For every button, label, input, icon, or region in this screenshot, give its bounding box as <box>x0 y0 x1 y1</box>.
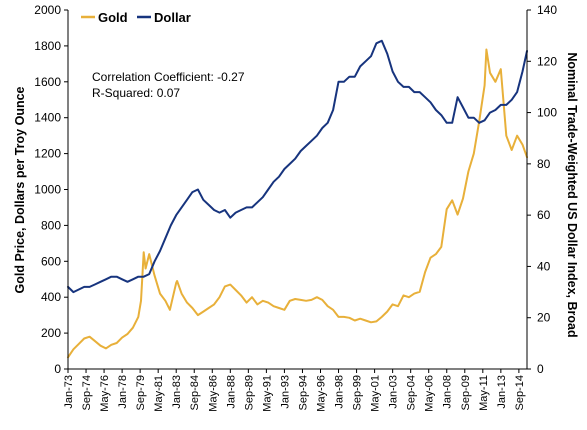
x-tick-label: Sep-74 <box>81 375 93 410</box>
gold-series-line <box>67 48 528 359</box>
left-tick-label: 400 <box>41 290 61 304</box>
right-tick-label: 120 <box>537 54 557 68</box>
left-tick-label: 800 <box>41 218 61 232</box>
x-tick-label: Sep-94 <box>297 375 309 410</box>
legend-gold-label: Gold <box>98 10 128 25</box>
x-tick-label: May-86 <box>207 375 219 412</box>
legend-dollar-label: Dollar <box>154 10 191 25</box>
right-axis-label: Nominal Trade-Weighted US Dollar Index, … <box>565 52 579 337</box>
left-tick-label: 1000 <box>34 183 61 197</box>
x-tick-label: Sep-99 <box>352 375 364 410</box>
x-tick-label: Jan-73 <box>63 375 75 409</box>
x-tick-label: May-81 <box>153 375 165 412</box>
x-tick-label: May-96 <box>315 375 327 412</box>
x-tick-label: Jan-88 <box>225 375 237 409</box>
x-tick-label: May-76 <box>99 375 111 412</box>
left-tick-label: 1800 <box>34 39 61 53</box>
x-tick-label: Jan-93 <box>279 375 291 409</box>
right-tick-label: 60 <box>537 208 551 222</box>
x-tick-label: Jan-03 <box>388 375 400 409</box>
x-tick-label: Sep-89 <box>243 375 255 410</box>
x-tick-label: Jan-13 <box>496 375 508 409</box>
series-layer <box>67 39 528 359</box>
legend: Gold Dollar <box>81 10 191 25</box>
left-tick-label: 200 <box>41 326 61 340</box>
x-tick-label: May-11 <box>478 375 490 411</box>
left-axis-ticks: 0 200 400 600 800 1000 1200 1400 1600 1800 2000 <box>34 3 68 376</box>
right-tick-label: 100 <box>537 106 557 120</box>
x-tick-label: Sep-09 <box>460 375 472 410</box>
left-tick-label: 1200 <box>34 147 61 161</box>
x-tick-label: Jan-98 <box>334 375 346 409</box>
x-tick-label: Sep-14 <box>514 375 526 410</box>
x-tick-label: Sep-04 <box>406 375 418 410</box>
x-tick-label: Jan-83 <box>171 375 183 409</box>
right-tick-label: 140 <box>537 3 557 17</box>
right-tick-label: 80 <box>537 157 551 171</box>
left-tick-label: 2000 <box>34 3 61 17</box>
left-axis-label: Gold Price, Dollars per Troy Ounce <box>13 86 27 293</box>
dollar-series-line <box>67 39 528 294</box>
left-tick-label: 1600 <box>34 75 61 89</box>
x-axis-ticks: Jan-73 Sep-74 May-76 Jan-78 Sep-79 May-81 Jan-… <box>63 369 526 412</box>
right-axis-ticks: 0 20 40 60 80 100 120 140 <box>527 3 557 376</box>
right-tick-label: 40 <box>537 259 551 273</box>
correlation-text: Correlation Coefficient: -0.27 <box>92 70 245 84</box>
right-tick-label: 20 <box>537 311 551 325</box>
right-tick-label: 0 <box>537 362 544 376</box>
r-squared-text: R-Squared: 0.07 <box>92 86 180 100</box>
x-tick-label: May-01 <box>370 375 382 412</box>
x-tick-label: May-06 <box>424 375 436 412</box>
x-tick-label: Sep-79 <box>135 375 147 410</box>
x-tick-label: Jan-08 <box>442 375 454 409</box>
x-tick-label: Jan-78 <box>117 375 129 409</box>
x-tick-label: Sep-84 <box>189 375 201 410</box>
left-tick-label: 1400 <box>34 111 61 125</box>
x-tick-label: May-91 <box>261 375 273 412</box>
left-tick-label: 0 <box>54 362 61 376</box>
stats-annotation: Correlation Coefficient: -0.27 R-Squared… <box>92 70 245 100</box>
left-tick-label: 600 <box>41 254 61 268</box>
